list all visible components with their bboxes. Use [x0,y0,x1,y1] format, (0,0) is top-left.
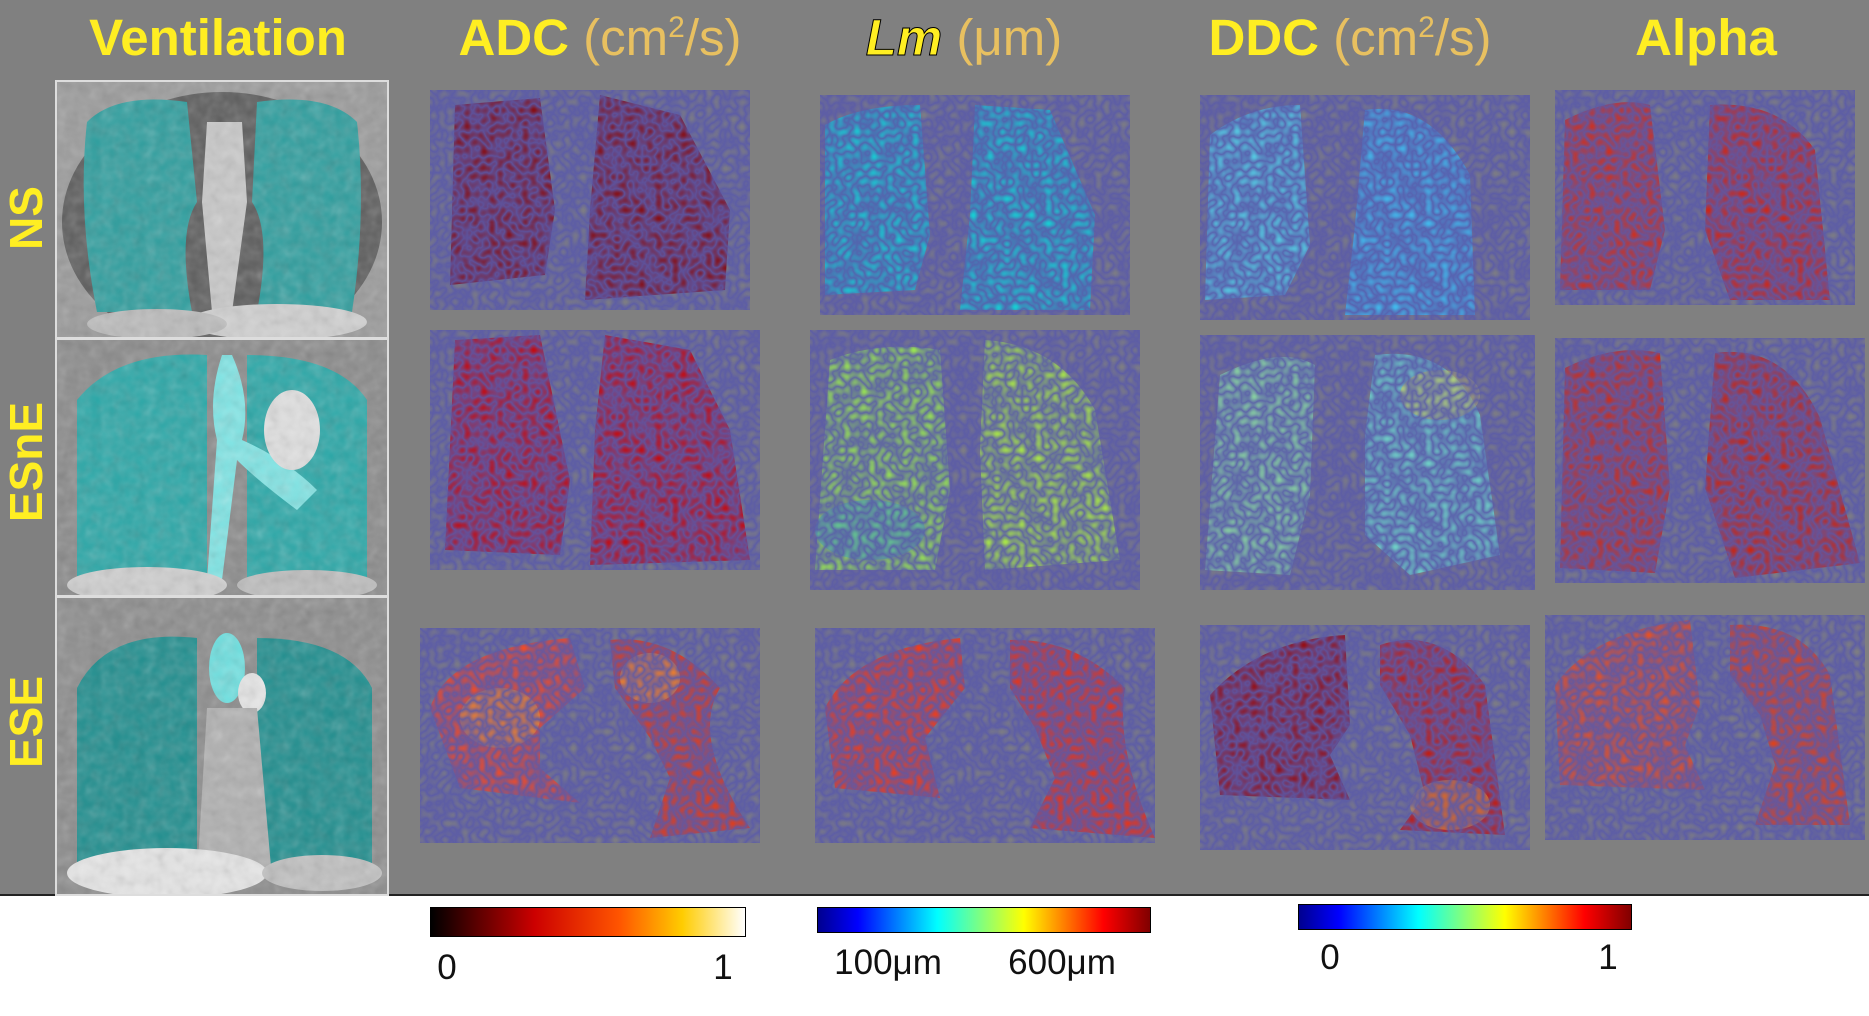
lm-map-ese [815,628,1155,843]
alpha-map-esne [1555,338,1865,583]
row-label-esne: ESnE [0,401,52,523]
ventilation-image-esne [55,338,389,597]
header-ddc-label: DDC [1208,9,1320,66]
ventilation-image-ns [55,80,389,339]
colorbar-adc [430,907,746,937]
row-label-ese: ESE [0,675,52,769]
header-alpha: Alpha [1635,9,1777,66]
colorbar-lm [817,907,1151,933]
header-adc-label: ADC [458,9,570,66]
header-adc: ADC (cm2/s) [459,8,742,67]
alpha-map-ns [1555,90,1855,305]
header-lm: Lm (μm) [865,8,1063,67]
colorbar-lm-min-label: 100μm [834,943,942,982]
adc-map-ns [430,90,750,310]
header-lm-unit: (μm) [956,9,1063,66]
adc-map-esne [430,330,760,570]
lm-map-esne [810,330,1140,590]
ddc-map-ese [1200,625,1530,850]
colorbar-ddc-alpha-min-label: 0 [1320,938,1340,977]
colorbar-ddc-alpha [1298,904,1632,930]
ddc-map-ns [1200,95,1530,320]
row-label-ns: NS [0,186,52,250]
adc-map-ese [420,628,760,843]
header-lm-label: Lm [865,9,943,67]
ddc-map-esne [1200,335,1535,590]
divider-line [0,894,1869,896]
colorbar-adc-min-label: 0 [437,948,457,987]
lm-map-ns [820,95,1130,315]
colorbar-ddc-alpha-max-label: 1 [1598,938,1618,977]
header-ventilation: Ventilation [89,9,347,66]
colorbar-adc-max-label: 1 [713,948,733,987]
ventilation-image-ese [55,596,389,896]
header-ddc-unit: (cm2/s) [1333,9,1492,66]
header-ddc: DDC (cm2/s) [1209,8,1492,67]
colorbar-lm-max-label: 600μm [1008,943,1116,982]
alpha-map-ese [1545,615,1865,840]
header-adc-unit: (cm2/s) [583,9,742,66]
